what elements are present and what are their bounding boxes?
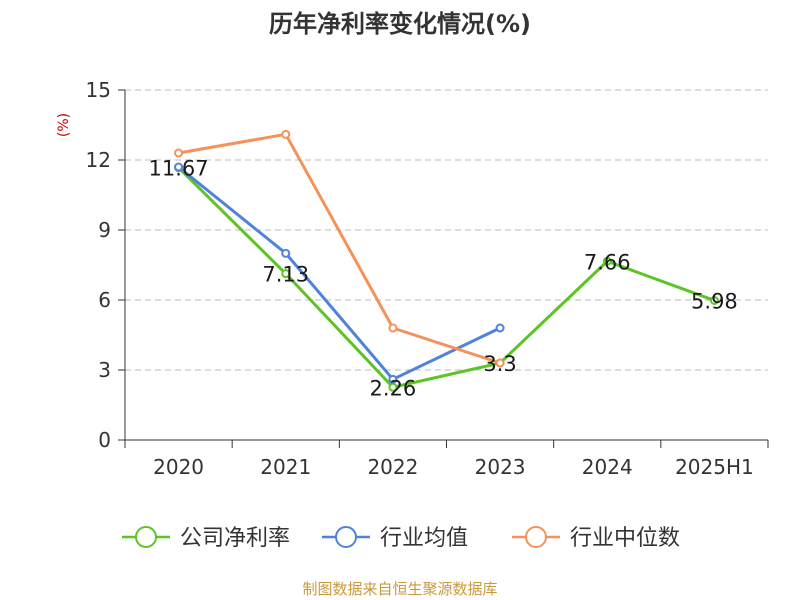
x-tick-label: 2022 <box>367 455 418 479</box>
series-line-0 <box>177 166 715 389</box>
y-axis-label: (%) <box>56 113 72 137</box>
series-line-1 <box>177 165 501 381</box>
data-point-1 <box>281 248 291 258</box>
x-tick-label: 2023 <box>475 455 526 479</box>
legend-label-2: 行业中位数 <box>570 526 680 551</box>
data-label: 3.3 <box>483 352 516 376</box>
y-tick-label: 9 <box>98 218 111 242</box>
x-tick-label: 2021 <box>260 455 311 479</box>
y-tick-label: 6 <box>98 288 111 312</box>
data-point-2 <box>174 148 184 158</box>
chart-title: 历年净利率变化情况(%) <box>269 10 531 38</box>
y-tick-label: 12 <box>86 148 111 172</box>
legend-marker-0 <box>135 526 157 548</box>
data-point-2 <box>388 323 398 333</box>
data-point-0 <box>281 269 291 279</box>
data-point-1 <box>495 323 505 333</box>
data-label: 7.66 <box>584 250 631 274</box>
data-point-1 <box>388 374 398 384</box>
data-point-2 <box>495 358 505 368</box>
data-label: 11.67 <box>149 157 209 181</box>
x-tick-label: 2025H1 <box>675 455 754 479</box>
data-point-2 <box>281 129 291 139</box>
data-point-0 <box>709 295 719 305</box>
x-tick-label: 2020 <box>153 455 204 479</box>
data-point-0 <box>602 256 612 266</box>
series-line-2 <box>178 132 501 365</box>
data-label: 2.26 <box>370 376 417 400</box>
data-point-1 <box>174 162 184 172</box>
legend-label-0: 公司净利率 <box>180 526 290 551</box>
legend-label-1: 行业均值 <box>380 526 468 551</box>
y-tick-label: 15 <box>86 78 111 102</box>
data-label: 7.13 <box>262 263 309 287</box>
y-tick-label: 3 <box>98 358 111 382</box>
y-tick-label: 0 <box>98 428 111 452</box>
x-tick-label: 2024 <box>582 455 633 479</box>
legend-marker-1 <box>335 526 357 548</box>
data-label: 5.98 <box>691 289 738 313</box>
source-note: 制图数据来自恒生聚源数据库 <box>302 580 497 598</box>
legend-marker-2 <box>525 526 547 548</box>
